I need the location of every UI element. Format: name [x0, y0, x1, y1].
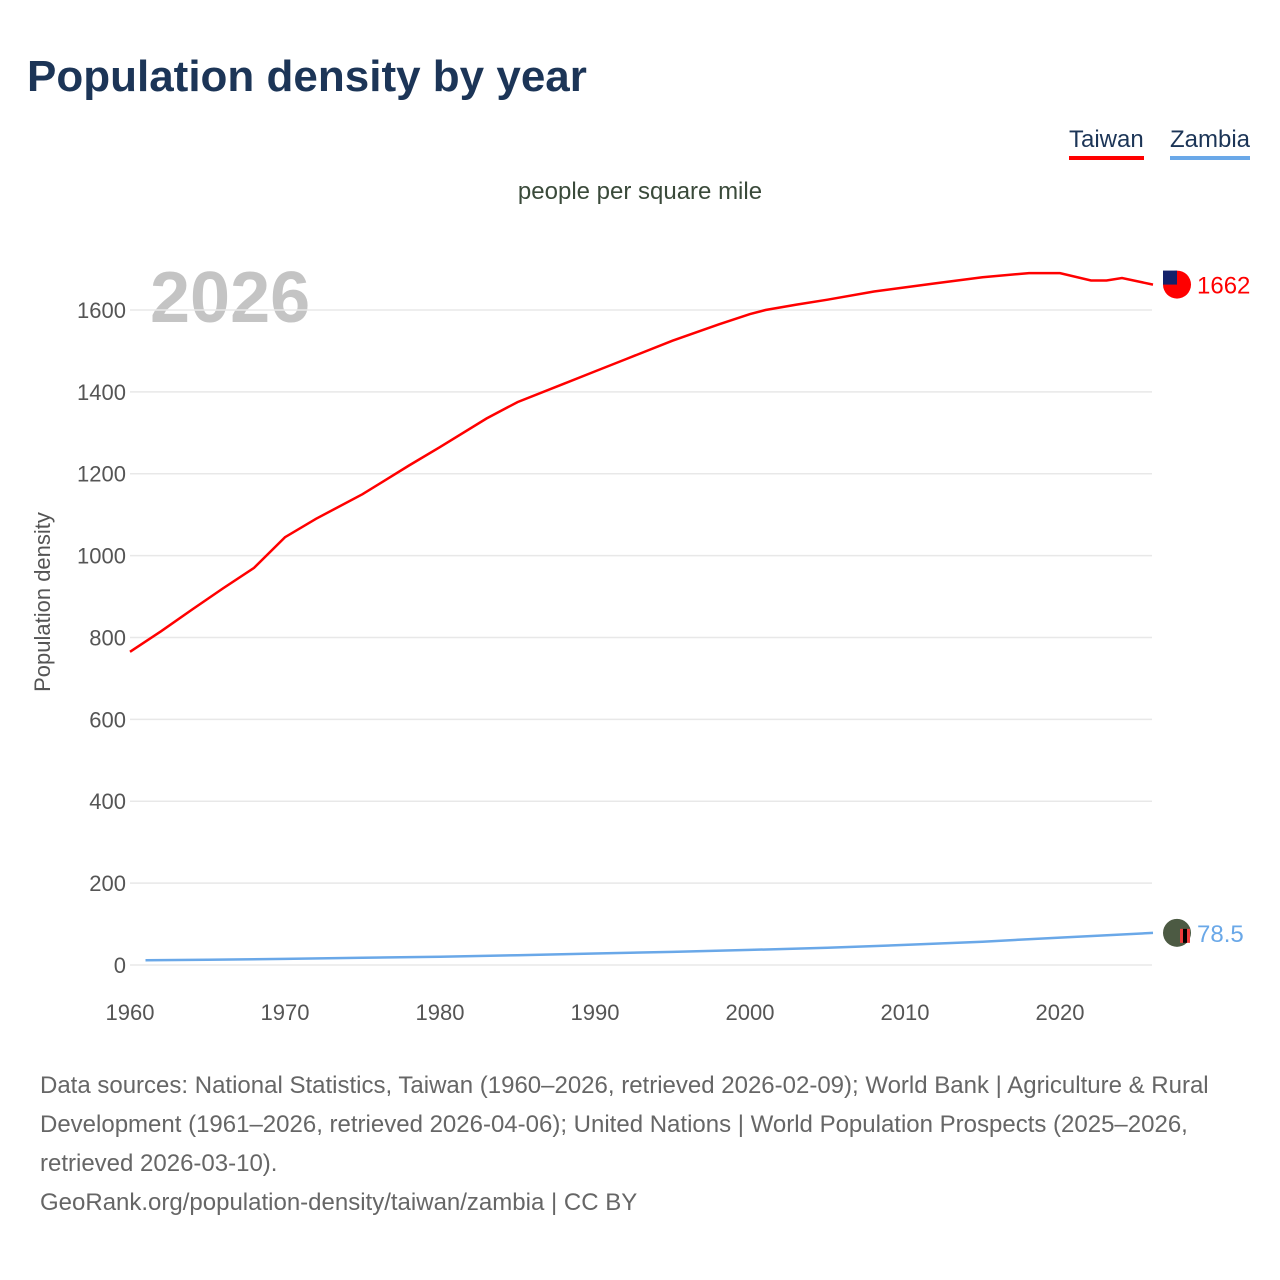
- x-tick-label: 1980: [416, 1000, 465, 1025]
- y-tick-label: 1600: [77, 298, 126, 323]
- x-tick-label: 2000: [726, 1000, 775, 1025]
- y-tick-label: 1200: [77, 462, 126, 487]
- series-line-taiwan: [129, 271, 1154, 653]
- x-tick-label: 2010: [881, 1000, 930, 1025]
- unit-label: people per square mile: [517, 178, 763, 205]
- data-sources: Data sources: National Statistics, Taiwa…: [40, 1072, 1209, 1177]
- flag-stripe-black-icon: [1183, 928, 1187, 943]
- y-tick-label: 200: [89, 871, 126, 896]
- end-label-zambia: 78.5: [1197, 921, 1244, 948]
- flag-canton-icon: [1163, 270, 1177, 285]
- source-link[interactable]: GeoRank.org/population-density/taiwan/za…: [40, 1189, 638, 1216]
- x-tick-label: 2020: [1036, 1000, 1085, 1025]
- y-tick-label: 1400: [77, 380, 126, 405]
- y-tick-label: 0: [114, 953, 126, 978]
- year-watermark: 2026: [150, 258, 310, 338]
- end-label-taiwan: 1662: [1197, 273, 1250, 300]
- legend-taiwan[interactable]: Taiwan: [1069, 126, 1144, 160]
- y-tick-label: 800: [89, 625, 126, 650]
- line-chart: 2026 Population density 0 200 400 600 800 100…: [30, 258, 1250, 1025]
- x-tick-label: 1970: [261, 1000, 310, 1025]
- x-tick-label: 1960: [106, 1000, 155, 1025]
- legend-zambia[interactable]: Zambia: [1170, 126, 1251, 160]
- y-tick-label: 600: [89, 707, 126, 732]
- y-axis-label: Population density: [30, 512, 55, 692]
- series-line-zambia: [145, 931, 1154, 962]
- x-tick-label: 1990: [571, 1000, 620, 1025]
- page-title: Population density by year: [27, 52, 587, 101]
- y-tick-label: 1000: [77, 544, 126, 569]
- footer: Data sources: National Statistics, Taiwa…: [40, 1066, 1250, 1222]
- y-tick-label: 400: [89, 789, 126, 814]
